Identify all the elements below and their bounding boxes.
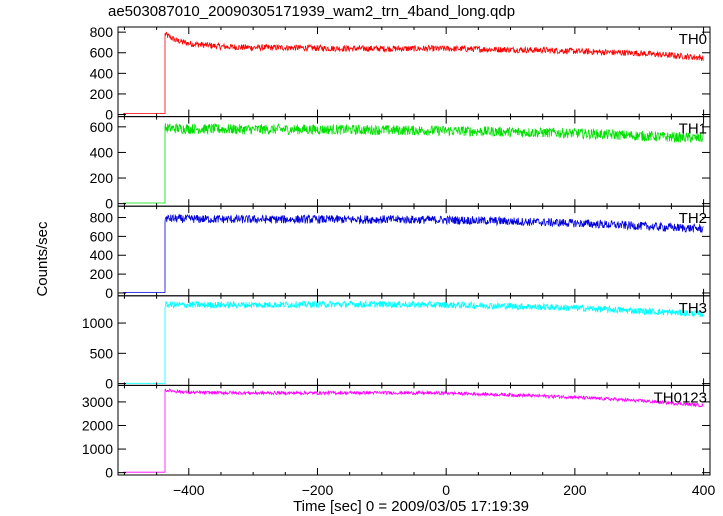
y-tick-label: 400 — [90, 247, 114, 263]
y-tick-label: 800 — [90, 24, 114, 40]
panel-frame — [117, 26, 711, 118]
panel-label: TH0123 — [654, 389, 707, 406]
y-tick-label: 500 — [90, 345, 114, 361]
x-axis-label: Time [sec] 0 = 2009/03/05 17:19:39 — [293, 498, 529, 515]
x-tick-label: 200 — [563, 482, 587, 498]
y-tick-label: 400 — [90, 144, 114, 160]
y-tick-label: 1000 — [82, 315, 113, 331]
x-tick-label: 400 — [692, 482, 716, 498]
panel-label: TH2 — [679, 210, 707, 227]
y-tick-label: 600 — [90, 228, 114, 244]
y-tick-label: 200 — [90, 86, 114, 102]
y-tick-label: 800 — [90, 210, 114, 226]
panel-th0123: 0 1000 2000 3000 TH0123 — [82, 384, 711, 481]
chart-title: ae503087010_20090305171939_wam2_trn_4ban… — [108, 3, 516, 20]
y-tick-label: 0 — [105, 196, 113, 212]
y-tick-label: 200 — [90, 170, 114, 186]
x-tick-label: −400 — [173, 482, 205, 498]
y-tick-label: 0 — [105, 285, 113, 301]
panel-th2: 0 200 400 600 800 TH2 — [90, 205, 711, 301]
y-tick-label: 0 — [105, 376, 113, 392]
y-tick-label: 600 — [90, 119, 114, 135]
series-line-th1 — [123, 123, 704, 204]
y-tick-label: 3000 — [82, 394, 113, 410]
panel-th0: 0 200 400 600 800 TH0 — [90, 24, 711, 123]
panel-label: TH0 — [679, 31, 707, 48]
series-line-th0 — [123, 31, 704, 114]
y-tick-label: 400 — [90, 65, 114, 81]
y-tick-label: 0 — [105, 465, 113, 481]
series-line-th3 — [123, 299, 704, 384]
y-tick-label: 600 — [90, 45, 114, 61]
series-line-th2 — [123, 213, 704, 293]
y-tick-label: 200 — [90, 266, 114, 282]
y-tick-label: 2000 — [82, 417, 113, 433]
panels-layer: 0 200 400 600 800 TH0 0 200 400 600 TH1 0 200 400 600 8… — [82, 24, 716, 498]
x-tick-label: −200 — [302, 482, 334, 498]
y-tick-label: 1000 — [82, 441, 113, 457]
panel-th1: 0 200 400 600 TH1 — [90, 116, 711, 212]
y-tick-label: 0 — [105, 107, 113, 123]
panel-label: TH1 — [679, 121, 707, 138]
series-line-th0123 — [123, 388, 704, 473]
panel-label: TH3 — [679, 300, 707, 317]
x-tick-label: 0 — [442, 482, 450, 498]
panel-th3: 0 500 1000 TH3 — [82, 295, 711, 392]
y-axis-label: Counts/sec — [34, 221, 51, 297]
